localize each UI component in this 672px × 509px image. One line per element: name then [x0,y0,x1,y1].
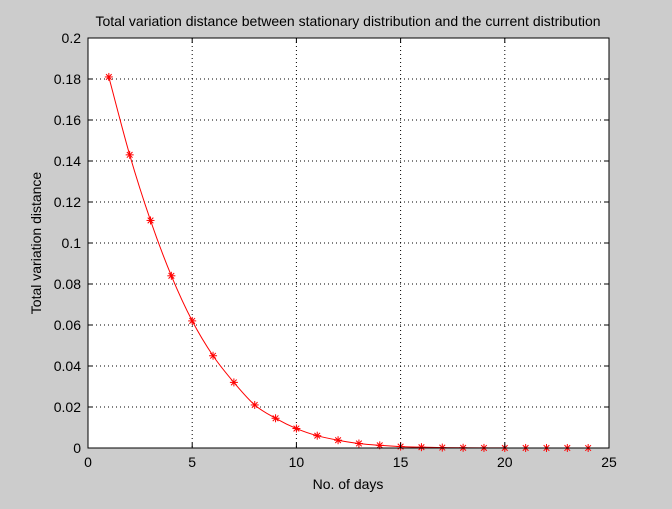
chart-title: Total variation distance between station… [95,13,600,29]
x-tick-label: 15 [393,454,409,470]
data-point [104,72,113,81]
y-tick-label: 0.2 [62,30,82,46]
grid [88,38,609,448]
y-tick-label: 0.02 [54,399,81,415]
y-tick-label: 0.18 [54,71,81,87]
data-point [417,443,426,452]
data-point [313,431,322,440]
y-tick-label: 0.06 [54,317,81,333]
data-point [250,400,259,409]
data-point [209,351,218,360]
ticks-layer: 0 5 10 15 20 25 0 0.02 0.04 0.06 0.08 0.1 0.12 0.14 0.… [54,30,617,470]
x-tick-label: 10 [289,454,305,470]
data-point [146,216,155,225]
y-tick-label: 0.08 [54,276,81,292]
x-tick-label: 5 [188,454,196,470]
data-point [354,439,363,448]
data-point [334,436,343,445]
x-tick-label: 25 [601,454,617,470]
x-tick-label: 20 [497,454,513,470]
y-tick-label: 0 [73,440,81,456]
data-point [167,271,176,280]
data-point [125,150,134,159]
y-tick-label: 0.16 [54,112,81,128]
data-point [229,378,238,387]
data-point [271,414,280,423]
x-axis-label: No. of days [313,476,384,492]
y-axis-label: Total variation distance [28,172,44,315]
x-tick-label: 0 [84,454,92,470]
y-tick-label: 0.1 [62,235,82,251]
data-point [188,316,197,325]
y-tick-label: 0.14 [54,153,81,169]
y-tick-label: 0.04 [54,358,81,374]
y-tick-label: 0.12 [54,194,81,210]
data-point [292,424,301,433]
